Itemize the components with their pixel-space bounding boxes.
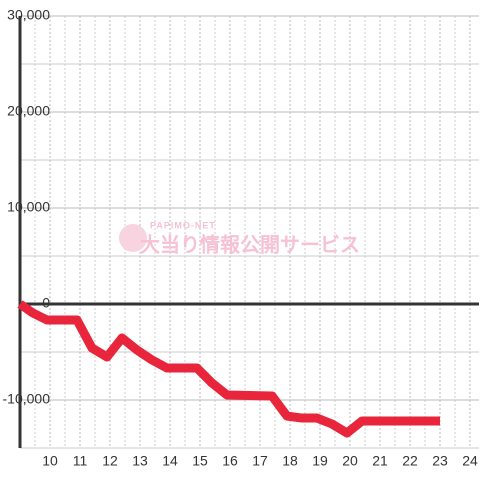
y-tick-label: 30,000 — [7, 7, 50, 23]
x-tick-label: 21 — [372, 453, 388, 469]
watermark: PAPIMO-NET 大当り情報公開サービス — [119, 220, 360, 256]
watermark-brand: PAPIMO-NET — [150, 220, 216, 230]
x-tick-label: 12 — [102, 453, 118, 469]
data-line — [17, 300, 440, 438]
x-tick-label: 22 — [402, 453, 418, 469]
x-tick-label: 18 — [282, 453, 298, 469]
watermark-text: 大当り情報公開サービス — [140, 232, 360, 256]
x-tick-label: 10 — [42, 453, 58, 469]
watermark-logo — [119, 224, 147, 252]
x-tick-label: 17 — [252, 453, 268, 469]
x-tick-label: 24 — [462, 453, 478, 469]
x-tick-label: 20 — [342, 453, 358, 469]
y-tick-label: 20,000 — [7, 103, 50, 119]
x-tick-label: 15 — [192, 453, 208, 469]
x-tick-label: 14 — [162, 453, 178, 469]
x-tick-label: 11 — [73, 453, 88, 469]
y-tick-label: -10,000 — [3, 391, 51, 407]
y-tick-label: 0 — [42, 295, 50, 311]
x-tick-label: 19 — [312, 453, 328, 469]
x-tick-label: 16 — [222, 453, 238, 469]
x-tick-label: 23 — [432, 453, 448, 469]
y-tick-label: 10,000 — [7, 199, 50, 215]
x-tick-label: 13 — [132, 453, 148, 469]
